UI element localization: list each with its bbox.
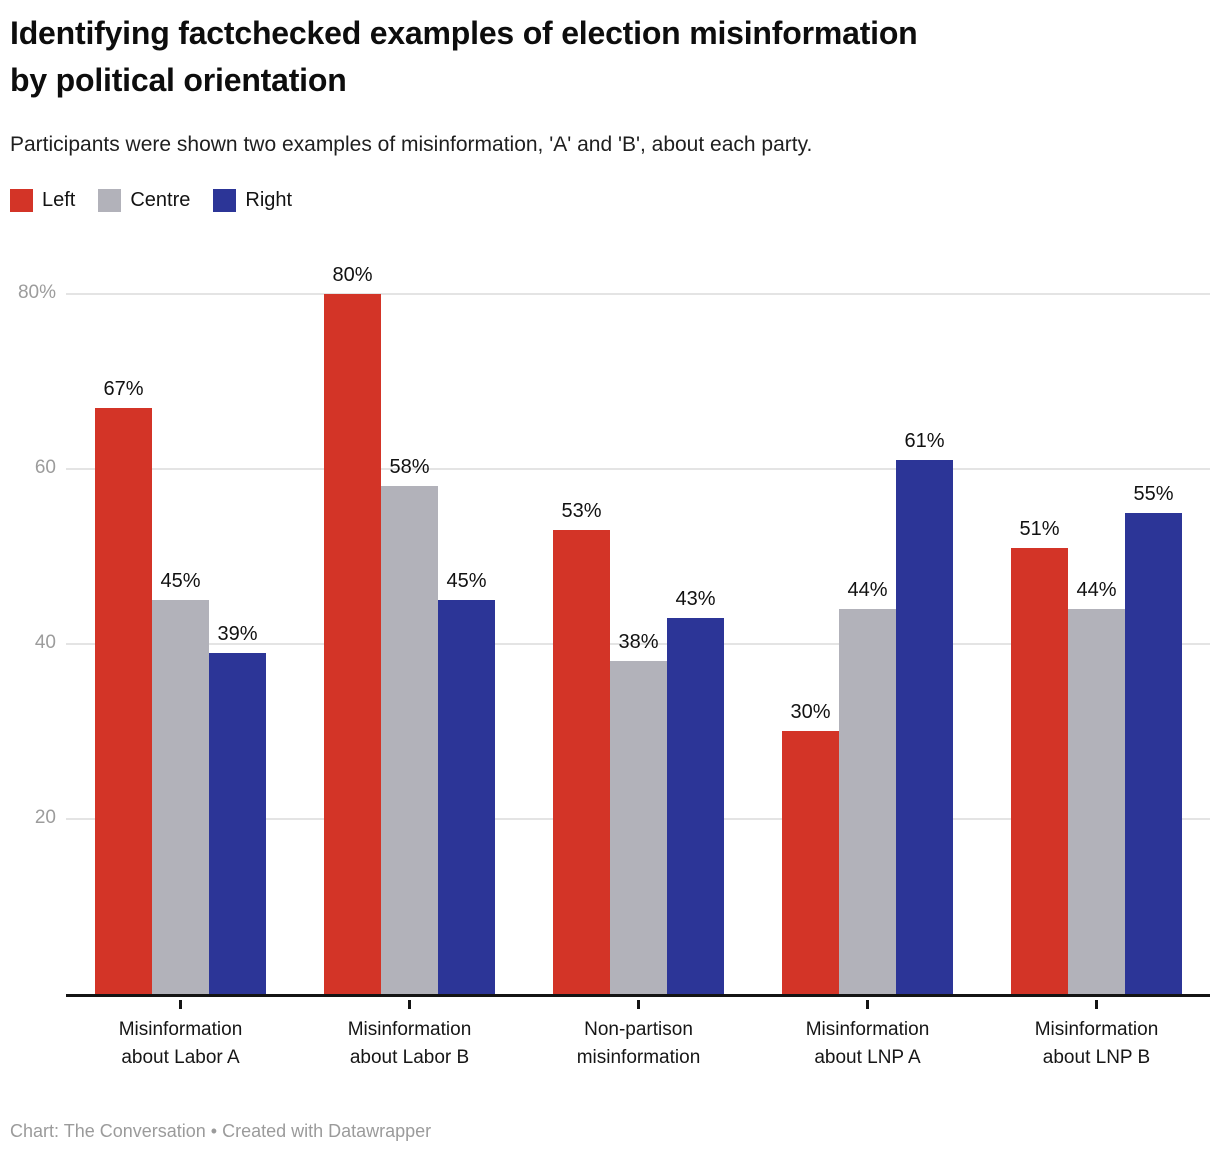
bar-right [1125,513,1182,994]
bar-right [667,618,724,994]
bar-value-label: 45% [446,570,487,592]
footer-credit: Chart: The Conversation • Created with D… [10,1121,432,1141]
x-category-label: Misinformation about Labor A [118,1019,243,1068]
x-category-label: Misinformation about Labor B [347,1019,472,1068]
x-axis-tick [408,1000,411,1009]
bar-value-label: 44% [1076,579,1117,601]
bar-value-label: 51% [1019,518,1060,540]
bar-centre [1068,609,1125,994]
page-subtitle: Participants were shown two examples of … [10,133,813,156]
chart-area: 20 40 60 80% 67% 45% 39% 80% 58% 45% 53% 38% 43% 30% 4… [0,247,1220,997]
bar-group: 80% 58% 45% [324,247,495,994]
bar-value-label: 38% [618,631,659,653]
x-axis-tick [866,1000,869,1009]
bar-group: 51% 44% 55% [1011,247,1182,994]
bar-right [896,460,953,994]
x-axis-tick [637,1000,640,1009]
legend-item-left: Left [10,189,75,212]
legend-swatch-right [213,189,237,212]
legend-label-right: Right [245,189,293,211]
y-axis-tick-label: 60 [34,457,56,478]
bar-group: 30% 44% 61% [782,247,953,994]
legend-label-centre: Centre [130,189,191,211]
bar-value-label: 55% [1133,483,1174,505]
legend-item-right: Right [213,189,292,212]
x-category-label: Misinformation about LNP A [805,1019,930,1068]
bar-left [1011,548,1068,994]
bar-value-label: 61% [904,430,945,452]
x-category-label: Non-partison misinformation [576,1019,701,1068]
page-title: Identifying factchecked examples of elec… [10,15,918,98]
gridline-60 [66,468,1210,470]
x-axis-tick [179,1000,182,1009]
bar-value-label: 58% [389,456,430,478]
bar-left [782,731,839,994]
x-axis-line [66,994,1210,997]
bar-value-label: 44% [847,579,888,601]
x-category-label: Misinformation about LNP B [1034,1019,1159,1068]
bar-centre [839,609,896,994]
gridline-40 [66,643,1210,645]
bar-centre [381,486,438,994]
bar-value-label: 39% [217,623,258,645]
bar-centre [610,661,667,994]
legend-item-centre: Centre [98,189,190,212]
bar-right [438,600,495,994]
bar-value-label: 53% [561,500,602,522]
bar-value-label: 67% [103,378,144,400]
bar-group: 53% 38% 43% [553,247,724,994]
bar-left [95,408,152,994]
legend-swatch-centre [98,189,122,212]
bar-group: 67% 45% 39% [95,247,266,994]
y-axis-tick-label: 40 [34,632,56,653]
legend-swatch-left [10,189,33,212]
legend: Left Centre Right [10,189,292,212]
gridline-80 [66,293,1210,295]
bar-value-label: 30% [790,701,831,723]
y-axis-tick-label: 20 [34,807,56,828]
bar-value-label: 43% [675,588,716,610]
plot-area: 20 40 60 80% 67% 45% 39% 80% 58% 45% 53% 38% 43% 30% 4… [18,247,1210,994]
y-axis-tick-label: 80% [17,282,56,303]
bar-left [553,530,610,994]
bar-value-label: 80% [332,264,373,286]
bar-left [324,294,381,994]
legend-label-left: Left [42,189,76,211]
bar-centre [152,600,209,994]
x-axis-tick [1095,1000,1098,1009]
bar-right [209,653,266,994]
bar-value-label: 45% [160,570,201,592]
